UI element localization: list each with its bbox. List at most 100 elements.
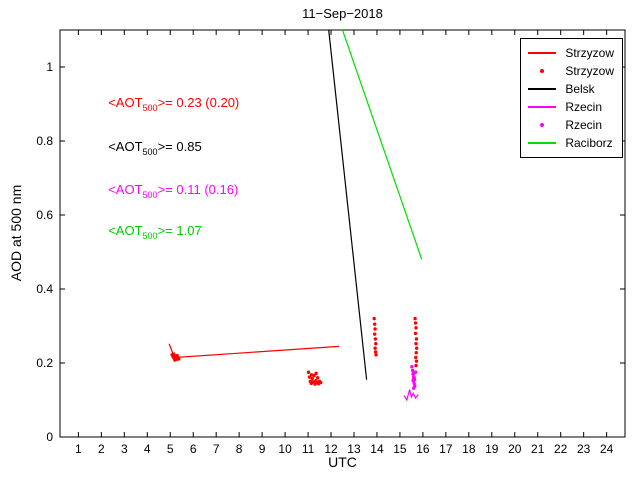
series-rzecin-scatter-point xyxy=(413,370,418,374)
legend-line-sample xyxy=(525,52,559,54)
series-strzyzow-scatter-point xyxy=(374,353,378,357)
x-tick-label: 18 xyxy=(462,442,476,456)
series-rzecin-line xyxy=(403,389,419,402)
x-tick-label: 24 xyxy=(600,442,614,456)
legend-item-belsk: Belsk xyxy=(525,80,614,98)
x-axis-label: UTC xyxy=(328,454,357,470)
series-rzecin-scatter-point xyxy=(410,365,414,369)
legend-label: Rzecin xyxy=(565,100,602,114)
y-tick-label: 0.2 xyxy=(36,356,53,370)
x-tick-label: 23 xyxy=(577,442,591,456)
x-tick-label: 7 xyxy=(213,442,220,456)
series-strzyzow-scatter-point xyxy=(173,358,177,362)
x-tick-label: 3 xyxy=(121,442,128,456)
x-tick-label: 12 xyxy=(324,442,338,456)
series-strzyzow-scatter-point xyxy=(175,353,179,358)
x-tick-label: 5 xyxy=(167,442,174,456)
series-strzyzow-line xyxy=(168,343,340,359)
legend-line-sample xyxy=(525,88,559,90)
legend-item-rzecin: Rzecin xyxy=(525,116,614,134)
annotation-aot-1: <AOT500>= 0.23 (0.20) xyxy=(108,95,240,113)
series-strzyzow-scatter-point xyxy=(314,371,318,376)
legend-label: Raciborz xyxy=(565,136,613,150)
y-tick-label: 0.6 xyxy=(36,208,53,222)
x-tick-label: 14 xyxy=(370,442,384,456)
series-rzecin-scatter-point xyxy=(412,381,416,386)
series-strzyzow-scatter-point xyxy=(373,337,378,341)
series-strzyzow-scatter-point xyxy=(373,327,377,331)
series-rzecin-scatter-point xyxy=(411,386,416,390)
series-rzecin-scatter-point xyxy=(412,377,417,382)
x-tick-label: 1 xyxy=(75,442,82,456)
series-raciborz-line xyxy=(341,30,423,260)
series-strzyzow-scatter-point xyxy=(373,350,378,354)
legend-dot-sample xyxy=(525,69,559,73)
series-strzyzow-scatter-point xyxy=(414,346,419,350)
x-tick-label: 13 xyxy=(347,442,361,456)
series-strzyzow-scatter-point xyxy=(307,375,312,379)
legend-label: Belsk xyxy=(565,82,595,96)
y-tick-label: 0.4 xyxy=(36,282,53,296)
series-strzyzow-scatter-point xyxy=(310,376,314,381)
series-strzyzow-scatter-point xyxy=(372,332,377,336)
series-strzyzow-scatter-point xyxy=(315,376,320,380)
x-tick-label: 10 xyxy=(278,442,292,456)
legend-item-strzyzow: Strzyzow xyxy=(525,62,614,80)
series-belsk-line xyxy=(328,30,368,380)
series-strzyzow-scatter-point xyxy=(413,321,418,325)
y-tick-label: 1 xyxy=(46,60,53,74)
legend-dot-sample xyxy=(525,123,559,127)
x-tick-label: 9 xyxy=(259,442,266,456)
series-strzyzow-scatter-point xyxy=(414,326,418,330)
series-rzecin-scatter-point xyxy=(410,368,415,373)
series-strzyzow-scatter-point xyxy=(373,346,377,350)
x-tick-label: 22 xyxy=(554,442,568,456)
x-tick-label: 21 xyxy=(531,442,545,456)
legend-label: Strzyzow xyxy=(565,46,614,60)
series-strzyzow-scatter-point xyxy=(414,337,419,341)
series-strzyzow-scatter-point xyxy=(414,355,418,360)
y-tick-label: 0.8 xyxy=(36,134,53,148)
y-tick-label: 0 xyxy=(46,430,53,444)
series-strzyzow-scatter-point xyxy=(372,322,377,326)
x-tick-label: 20 xyxy=(508,442,522,456)
series-strzyzow-scatter-point xyxy=(414,359,419,363)
x-tick-label: 4 xyxy=(144,442,151,456)
x-tick-label: 16 xyxy=(416,442,430,456)
x-tick-label: 2 xyxy=(98,442,105,456)
series-strzyzow-scatter-point xyxy=(414,363,418,368)
annotation-aot-4: <AOT500>= 1.07 xyxy=(108,222,202,241)
legend-item-rzecin: Rzecin xyxy=(525,98,614,116)
legend-item-raciborz: Raciborz xyxy=(525,134,614,152)
series-strzyzow-scatter-point xyxy=(414,350,418,355)
series-strzyzow-scatter-point xyxy=(177,357,181,361)
x-tick-label: 15 xyxy=(393,442,407,456)
series-strzyzow-scatter-point xyxy=(413,331,418,336)
series-strzyzow-scatter-point xyxy=(171,352,176,356)
x-tick-label: 6 xyxy=(190,442,197,456)
legend-label: Rzecin xyxy=(565,118,602,132)
series-strzyzow-scatter-point xyxy=(374,342,378,346)
series-rzecin-scatter-point xyxy=(411,372,415,376)
chart-title: 11−Sep−2018 xyxy=(302,6,383,21)
x-tick-label: 11 xyxy=(302,442,315,456)
x-tick-label: 19 xyxy=(485,442,499,456)
series-strzyzow-scatter-point xyxy=(318,380,323,385)
series-strzyzow-scatter-point xyxy=(414,342,418,346)
annotation-aot-3: <AOT500>= 0.11 (0.16) xyxy=(108,182,239,200)
series-strzyzow-scatter-point xyxy=(372,316,376,321)
series-strzyzow-scatter-point xyxy=(309,373,314,377)
legend-line-sample xyxy=(525,106,559,108)
legend-item-strzyzow: Strzyzow xyxy=(525,44,614,62)
annotation-aot-2: <AOT500>= 0.85 xyxy=(108,139,202,158)
legend-label: Strzyzow xyxy=(565,64,614,78)
series-strzyzow-scatter-point xyxy=(413,316,417,321)
legend: Strzyzow Strzyzow Belsk Rzecin Rzecin Racibor… xyxy=(520,38,623,158)
series-strzyzow-scatter-point xyxy=(306,370,311,374)
series-rzecin-scatter-point xyxy=(411,375,416,379)
x-tick-label: 8 xyxy=(236,442,243,456)
legend-line-sample xyxy=(525,142,559,144)
x-tick-label: 17 xyxy=(439,442,453,456)
